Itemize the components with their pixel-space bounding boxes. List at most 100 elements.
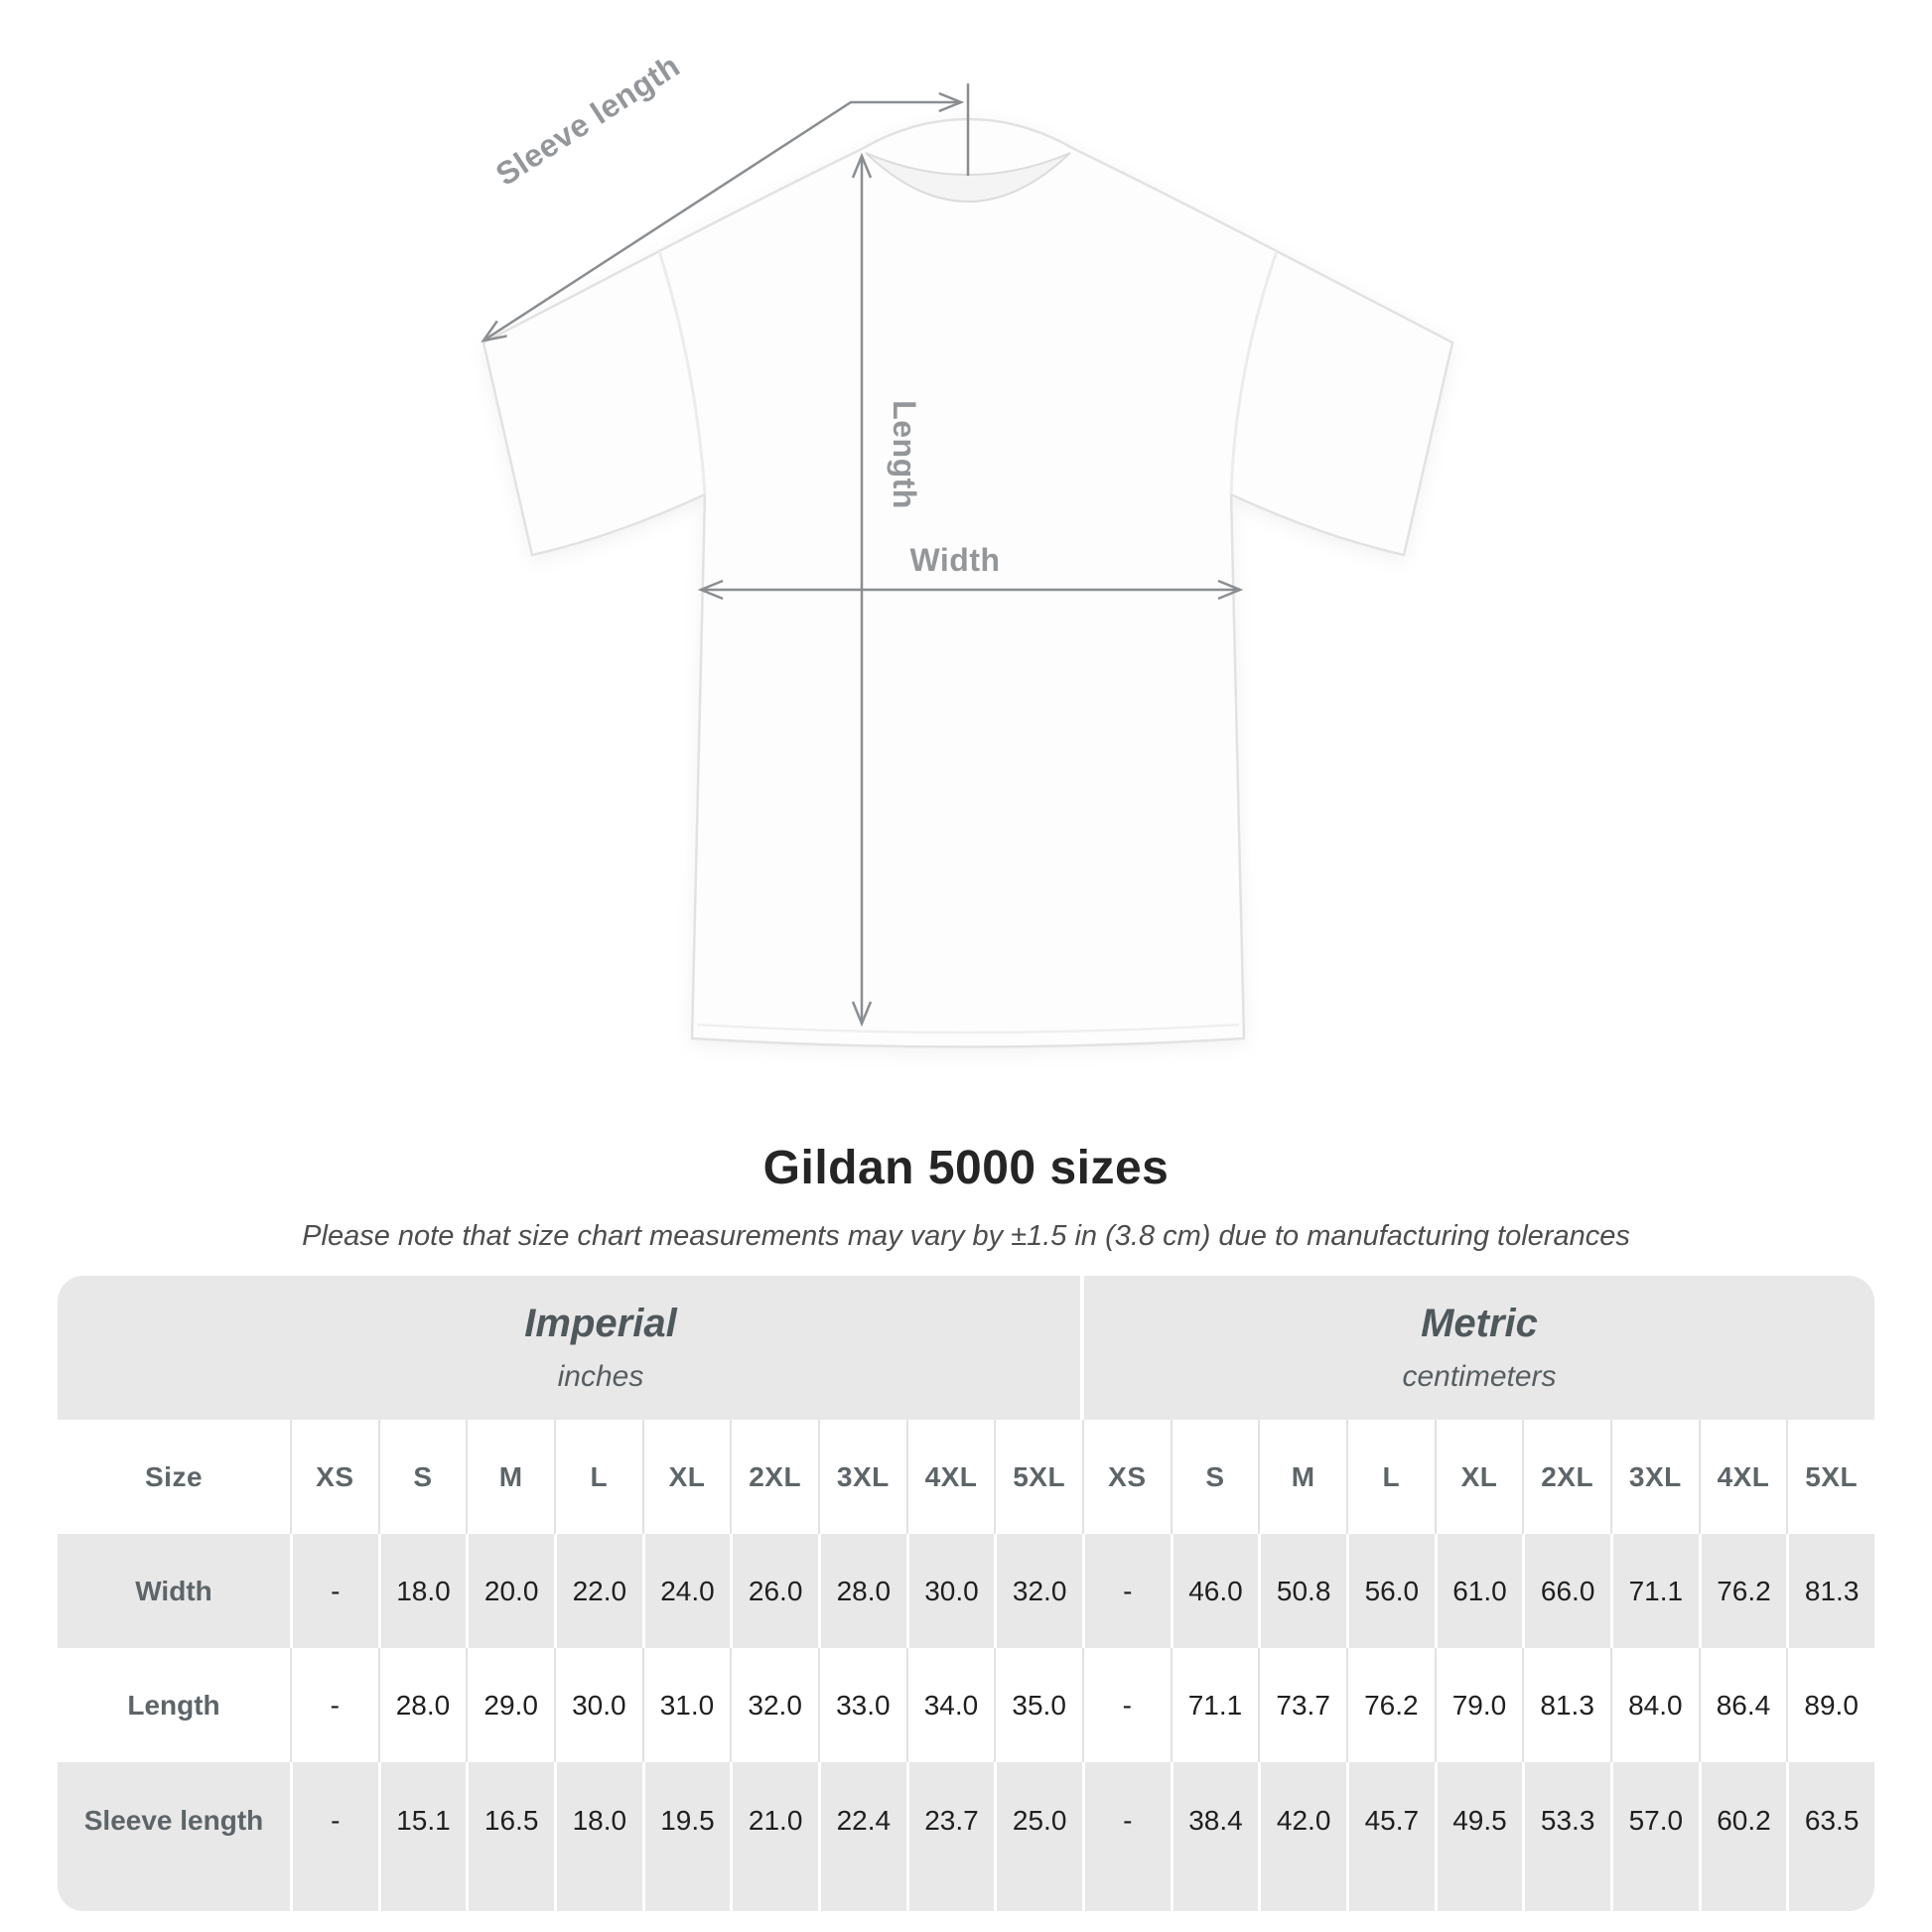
sleeve-imperial-xl: 19.5	[641, 1762, 731, 1911]
width-imperial-5xl: 32.0	[994, 1534, 1082, 1648]
imperial-unit: inches	[557, 1360, 644, 1393]
dimension-lines	[481, 83, 1244, 1028]
sleeve-metric-m: 42.0	[1258, 1762, 1346, 1911]
size-header-row: Size XS S M L XL 2XL 3XL 4XL 5XL XS S M …	[58, 1420, 1874, 1534]
unit-system-header-row: Imperial inches Metric centimeters	[58, 1276, 1874, 1420]
tshirt-hem-stitch	[696, 1023, 1240, 1035]
size-col-metric-3xl: 3XL	[1609, 1420, 1699, 1534]
metric-title: Metric	[1421, 1302, 1538, 1345]
size-col-imperial-4xl: 4XL	[905, 1420, 995, 1534]
length-row: Length - 28.0 29.0 30.0 31.0 32.0 33.0 3…	[58, 1648, 1874, 1762]
size-col-metric-l: L	[1345, 1420, 1435, 1534]
sleeve-length-line	[483, 100, 961, 343]
size-row-label: Size	[144, 1460, 204, 1492]
width-metric-l: 56.0	[1345, 1534, 1435, 1648]
length-arrow-up-icon	[851, 152, 873, 179]
sleeve-metric-l: 45.7	[1345, 1762, 1435, 1911]
width-imperial-xl: 24.0	[641, 1534, 731, 1648]
tshirt-illustration	[482, 117, 1454, 1048]
width-metric-s: 46.0	[1170, 1534, 1259, 1648]
sleeve-imperial-xs: -	[290, 1762, 378, 1911]
size-col-metric-xl: XL	[1434, 1420, 1523, 1534]
length-imperial-3xl: 33.0	[817, 1648, 906, 1762]
width-arrow-right-icon	[1217, 579, 1244, 601]
size-col-imperial-m: M	[466, 1420, 554, 1534]
size-col-imperial-s: S	[377, 1420, 467, 1534]
page-title: Gildan 5000 sizes	[762, 1142, 1170, 1194]
width-imperial-m: 20.0	[466, 1534, 554, 1648]
width-metric-3xl: 71.1	[1609, 1534, 1699, 1648]
sleeve-metric-3xl: 57.0	[1609, 1762, 1699, 1911]
width-imperial-xs: -	[290, 1534, 378, 1648]
width-arrow-left-icon	[697, 579, 724, 601]
size-col-imperial-xl: XL	[641, 1420, 731, 1534]
size-col-imperial-2xl: 2XL	[730, 1420, 818, 1534]
width-label: Width	[909, 542, 1000, 578]
size-col-metric-4xl: 4XL	[1698, 1420, 1787, 1534]
tshirt-body	[482, 117, 1454, 1048]
sleeve-imperial-l: 18.0	[553, 1762, 642, 1911]
length-imperial-4xl: 34.0	[905, 1648, 995, 1762]
length-metric-m: 73.7	[1258, 1648, 1346, 1762]
length-imperial-m: 29.0	[466, 1648, 554, 1762]
sleeve-metric-2xl: 53.3	[1522, 1762, 1610, 1911]
length-imperial-5xl: 35.0	[994, 1648, 1082, 1762]
size-table: Imperial inches Metric centimeters Size …	[58, 1276, 1874, 1911]
length-imperial-2xl: 32.0	[730, 1648, 818, 1762]
length-arrow-down-icon	[851, 1001, 873, 1028]
width-metric-xs: -	[1081, 1534, 1171, 1648]
width-metric-2xl: 66.0	[1522, 1534, 1610, 1648]
length-metric-l: 76.2	[1345, 1648, 1435, 1762]
width-metric-4xl: 76.2	[1698, 1534, 1787, 1648]
width-imperial-4xl: 30.0	[905, 1534, 995, 1648]
length-label: Length	[887, 400, 922, 509]
width-imperial-3xl: 28.0	[817, 1534, 906, 1648]
length-metric-s: 71.1	[1170, 1648, 1259, 1762]
imperial-header: Imperial inches	[58, 1276, 1080, 1420]
width-imperial-2xl: 26.0	[730, 1534, 818, 1648]
sleeve-metric-xs: -	[1081, 1762, 1171, 1911]
width-imperial-s: 18.0	[377, 1534, 467, 1648]
sleeve-metric-s: 38.4	[1170, 1762, 1259, 1911]
tshirt-left-sleeve-seam	[657, 250, 707, 495]
width-imperial-l: 22.0	[553, 1534, 642, 1648]
sleeve-length-arrow-right-icon	[938, 91, 965, 113]
size-col-metric-m: M	[1258, 1420, 1346, 1534]
width-metric-m: 50.8	[1258, 1534, 1346, 1648]
size-col-metric-xs: XS	[1081, 1420, 1171, 1534]
size-col-metric-2xl: 2XL	[1522, 1420, 1610, 1534]
metric-header: Metric centimeters	[1084, 1276, 1874, 1420]
length-imperial-xl: 31.0	[641, 1648, 731, 1762]
length-metric-3xl: 84.0	[1609, 1648, 1699, 1762]
tolerance-note: Please note that size chart measurements…	[302, 1220, 1630, 1252]
metric-unit: centimeters	[1402, 1360, 1557, 1393]
tshirt-diagram-svg: Sleeve length Length Width	[481, 48, 1454, 1048]
length-metric-4xl: 86.4	[1698, 1648, 1787, 1762]
sleeve-length-row-label: Sleeve length	[83, 1805, 264, 1836]
width-metric-5xl: 81.3	[1786, 1534, 1874, 1648]
width-row-label: Width	[135, 1575, 212, 1606]
sleeve-length-label: Sleeve length	[489, 48, 686, 193]
length-row-label: Length	[127, 1689, 220, 1721]
width-metric-xl: 61.0	[1434, 1534, 1523, 1648]
size-col-imperial-l: L	[553, 1420, 642, 1534]
sleeve-metric-4xl: 60.2	[1698, 1762, 1787, 1911]
sleeve-imperial-5xl: 25.0	[994, 1762, 1082, 1911]
length-imperial-l: 30.0	[553, 1648, 642, 1762]
tshirt-measurement-diagram: Sleeve length Length Width	[481, 48, 1454, 1048]
sleeve-metric-5xl: 63.5	[1786, 1762, 1874, 1911]
sleeve-length-arrow-icon	[481, 320, 507, 343]
size-col-imperial-3xl: 3XL	[817, 1420, 906, 1534]
sleeve-imperial-m: 16.5	[466, 1762, 554, 1911]
sleeve-imperial-2xl: 21.0	[730, 1762, 818, 1911]
size-col-imperial-xs: XS	[290, 1420, 378, 1534]
sleeve-imperial-3xl: 22.4	[817, 1762, 906, 1911]
imperial-title: Imperial	[524, 1302, 677, 1345]
sleeve-length-row: Sleeve length - 15.1 16.5 18.0 19.5 21.0…	[58, 1762, 1874, 1911]
size-col-metric-s: S	[1170, 1420, 1259, 1534]
sleeve-imperial-s: 15.1	[377, 1762, 467, 1911]
length-metric-2xl: 81.3	[1522, 1648, 1610, 1762]
length-metric-xs: -	[1081, 1648, 1171, 1762]
tshirt-collar	[865, 152, 1071, 203]
